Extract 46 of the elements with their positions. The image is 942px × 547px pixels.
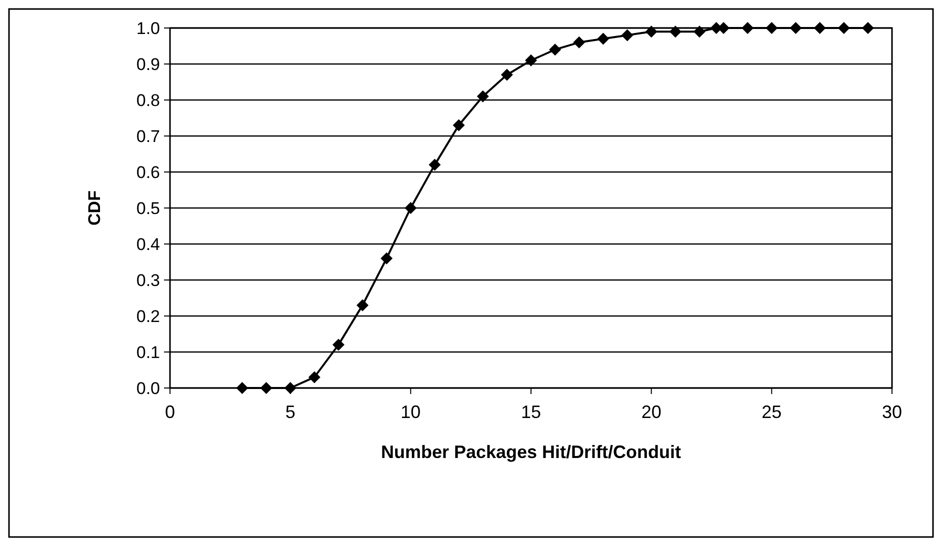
point bbox=[742, 22, 754, 34]
point bbox=[404, 202, 417, 214]
point bbox=[476, 90, 489, 102]
y-tick-label: 0.9 bbox=[136, 54, 160, 74]
point bbox=[621, 29, 634, 42]
point bbox=[525, 54, 537, 66]
point bbox=[308, 371, 320, 384]
y-tick-label: 0.5 bbox=[136, 198, 160, 218]
point bbox=[428, 158, 441, 171]
y-tick-label: 0.1 bbox=[136, 342, 160, 362]
y-tick-label: 0.6 bbox=[136, 162, 160, 182]
y-tick-label: 0.8 bbox=[136, 90, 160, 110]
point bbox=[669, 26, 682, 38]
x-tick-label: 10 bbox=[400, 402, 421, 422]
y-tick-label: 0.3 bbox=[136, 270, 160, 290]
y-axis-title: CDF bbox=[85, 190, 104, 226]
point bbox=[862, 22, 874, 34]
point bbox=[573, 36, 586, 48]
point bbox=[597, 32, 610, 45]
y-tick-label: 0.0 bbox=[136, 378, 160, 398]
point bbox=[236, 382, 248, 394]
y-tick-label: 0.7 bbox=[136, 126, 160, 146]
x-tick-label: 5 bbox=[285, 402, 296, 422]
x-tick-label: 15 bbox=[520, 402, 542, 422]
x-tick-label: 30 bbox=[882, 402, 902, 422]
point bbox=[380, 252, 393, 264]
x-tick-label: 20 bbox=[641, 402, 662, 422]
y-tick-label: 1.0 bbox=[136, 18, 160, 38]
point bbox=[814, 22, 826, 34]
point bbox=[284, 382, 296, 394]
x-tick-label: 0 bbox=[164, 402, 176, 422]
y-tick-label: 0.4 bbox=[136, 234, 160, 254]
point bbox=[645, 26, 658, 38]
x-tick-label: 25 bbox=[762, 402, 782, 422]
point bbox=[790, 22, 802, 34]
x-axis-title: Number Packages Hit/Drift/Conduit bbox=[380, 442, 682, 462]
point bbox=[356, 299, 369, 312]
point bbox=[838, 22, 850, 34]
y-tick-label: 0.2 bbox=[136, 306, 160, 326]
point bbox=[452, 119, 465, 132]
point bbox=[332, 338, 344, 351]
point bbox=[766, 22, 778, 34]
point bbox=[693, 26, 706, 38]
point bbox=[260, 382, 272, 394]
point bbox=[549, 44, 562, 56]
point bbox=[500, 68, 513, 81]
